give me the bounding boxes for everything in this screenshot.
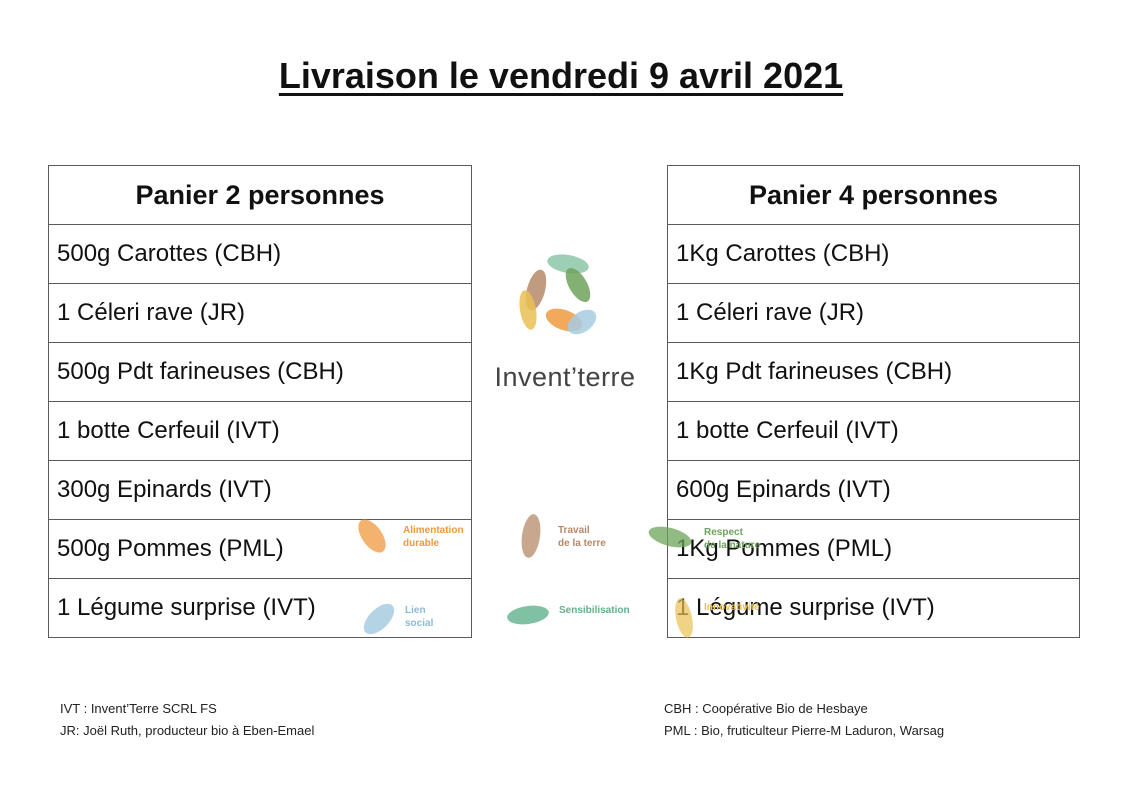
basket-2-table: Panier 2 personnes 500g Carottes (CBH) 1… (48, 165, 472, 638)
legend-entry: PML : Bio, fruticulteur Pierre-M Laduron… (664, 723, 945, 738)
legend-left: IVT : Invent’Terre SCRL FS JR: Joël Ruth… (60, 698, 314, 742)
value-respect: Respect de la nature (646, 520, 776, 554)
basket-2-item: 500g Pdt farineuses (CBH) (48, 342, 472, 402)
value-label: de la terre (558, 538, 606, 549)
basket-2-item: 500g Carottes (CBH) (48, 224, 472, 284)
value-sensibilisation: Sensibilisation (506, 600, 646, 630)
basket-4-table: Panier 4 personnes 1Kg Carottes (CBH) 1 … (667, 165, 1080, 638)
page-title: Livraison le vendredi 9 avril 2021 (278, 55, 844, 96)
value-travail: Travail de la terre (519, 512, 629, 560)
basket-4-item: 1Kg Carottes (CBH) (667, 224, 1080, 284)
green-leaf-icon (648, 526, 692, 548)
value-label: social (405, 618, 434, 629)
value-label: Travail (558, 525, 590, 536)
leaf-ring-logo-icon (519, 254, 597, 335)
legend-entry: CBH : Coopérative Bio de Hesbaye (664, 701, 868, 716)
value-alimentation: Alimentation durable (356, 516, 486, 556)
value-label: durable (403, 538, 440, 549)
basket-4-item: 600g Epinards (IVT) (667, 460, 1080, 520)
value-innovativite: Innovativité (672, 596, 782, 640)
teal-leaf-icon (507, 605, 549, 625)
value-label: Sensibilisation (559, 605, 630, 616)
legend-right: CBH : Coopérative Bio de Hesbaye PML : B… (664, 698, 944, 742)
basket-4-item: 1 botte Cerfeuil (IVT) (667, 401, 1080, 461)
value-label: Respect (704, 527, 743, 538)
basket-4-item: 1 Légume surprise (IVT) (667, 578, 1080, 638)
basket-4-item: 1 Céleri rave (JR) (667, 283, 1080, 343)
value-label: Lien (405, 605, 426, 616)
brown-leaf-icon (521, 514, 541, 558)
basket-2-header: Panier 2 personnes (48, 165, 472, 225)
basket-4-header: Panier 4 personnes (667, 165, 1080, 225)
yellow-leaf-icon (675, 598, 693, 638)
basket-2-item: 500g Pommes (PML) (48, 519, 472, 579)
value-label: Alimentation (403, 525, 464, 536)
value-label: Innovativité (704, 602, 760, 613)
value-label: de la nature (704, 540, 761, 551)
basket-2-item: 1 Céleri rave (JR) (48, 283, 472, 343)
value-lien: Lien social (360, 600, 450, 638)
legend-entry: JR: Joël Ruth, producteur bio à Eben-Ema… (60, 723, 315, 738)
basket-2-item: 300g Epinards (IVT) (48, 460, 472, 520)
brand-name: Invent’terre (494, 362, 636, 392)
basket-2-item: 1 Légume surprise (IVT) (48, 578, 472, 638)
blue-leaf-icon (363, 603, 395, 635)
basket-2-item: 1 botte Cerfeuil (IVT) (48, 401, 472, 461)
basket-4-item: 1Kg Pommes (PML) (667, 519, 1080, 579)
legend-entry: IVT : Invent’Terre SCRL FS (60, 701, 217, 716)
orange-leaf-icon (358, 519, 386, 553)
basket-4-item: 1Kg Pdt farineuses (CBH) (667, 342, 1080, 402)
